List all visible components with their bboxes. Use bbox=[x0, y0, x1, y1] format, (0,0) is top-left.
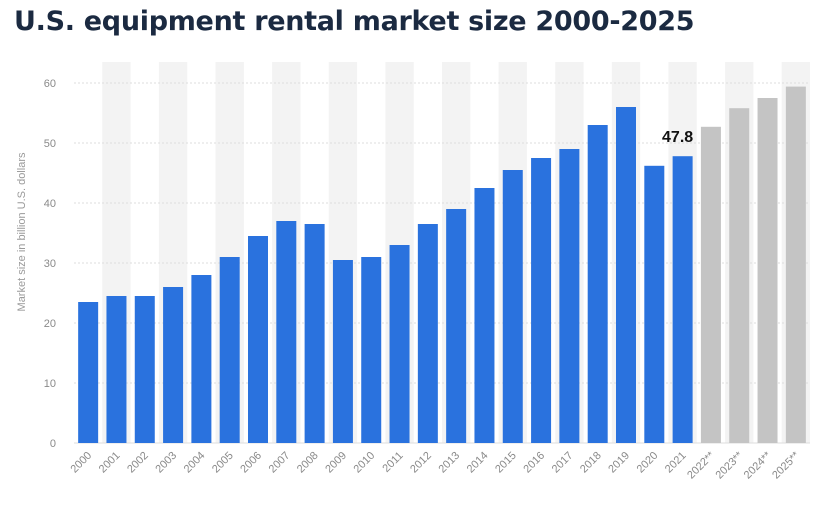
x-tick-label: 2004 bbox=[182, 450, 208, 476]
x-tick-label: 2005 bbox=[210, 450, 236, 476]
x-tick-label: 2020 bbox=[635, 450, 661, 476]
bar bbox=[644, 165, 665, 444]
bar bbox=[332, 260, 353, 443]
x-tick-label: 2010 bbox=[352, 450, 378, 476]
x-tick-label: 2015 bbox=[493, 450, 519, 476]
y-tick-label: 10 bbox=[44, 378, 56, 390]
bar bbox=[163, 287, 184, 443]
bar bbox=[361, 257, 382, 443]
bar bbox=[502, 170, 523, 443]
x-tick-label: 2016 bbox=[521, 450, 547, 476]
x-tick-label: 2002 bbox=[125, 450, 151, 476]
bar bbox=[474, 188, 495, 443]
y-tick-label: 0 bbox=[50, 438, 56, 450]
chart-title: U.S. equipment rental market size 2000-2… bbox=[14, 6, 695, 37]
x-tick-label: 2022** bbox=[685, 449, 717, 481]
bar bbox=[248, 236, 268, 443]
x-tick-label: 2011 bbox=[380, 450, 405, 475]
bar bbox=[700, 126, 721, 444]
bar bbox=[531, 158, 552, 443]
bar bbox=[785, 86, 806, 443]
data-labels: 47.8 bbox=[662, 129, 693, 146]
y-tick-label: 30 bbox=[44, 258, 56, 270]
y-tick-label: 50 bbox=[44, 138, 56, 150]
x-tick-label: 2006 bbox=[238, 450, 264, 476]
bar bbox=[757, 98, 778, 443]
x-tick-label: 2007 bbox=[267, 450, 293, 476]
x-axis-ticks: 2000 2001 2002 2003 2004 2005 2006 2007 2008 2009… bbox=[68, 449, 802, 481]
bar bbox=[389, 245, 410, 443]
bars bbox=[78, 86, 806, 444]
y-tick-label: 60 bbox=[44, 78, 56, 90]
bar bbox=[191, 275, 212, 443]
x-tick-label: 2018 bbox=[578, 450, 604, 476]
x-tick-label: 2009 bbox=[323, 450, 349, 476]
bar bbox=[276, 221, 297, 443]
bar bbox=[672, 156, 693, 443]
bar bbox=[417, 224, 438, 443]
bar bbox=[587, 125, 608, 443]
bar bbox=[219, 257, 240, 443]
y-axis-ticks: 0 10 20 30 40 50 60 bbox=[44, 78, 56, 450]
data-label: 47.8 bbox=[662, 129, 693, 146]
bar bbox=[134, 296, 155, 443]
bar bbox=[78, 302, 99, 443]
y-tick-label: 40 bbox=[44, 198, 56, 210]
y-tick-label: 20 bbox=[44, 318, 56, 330]
bar bbox=[559, 149, 580, 443]
bar bbox=[106, 296, 127, 443]
x-tick-label: 2025** bbox=[770, 449, 802, 481]
x-tick-label: 2019 bbox=[606, 450, 632, 476]
x-tick-label: 2023** bbox=[713, 449, 745, 481]
bar bbox=[616, 107, 636, 443]
x-tick-label: 2024** bbox=[742, 449, 774, 481]
x-tick-label: 2001 bbox=[97, 450, 123, 476]
x-tick-label: 2013 bbox=[436, 450, 462, 476]
bar bbox=[304, 224, 325, 443]
bar bbox=[446, 209, 467, 443]
x-tick-label: 2008 bbox=[295, 450, 321, 476]
x-tick-label: 2017 bbox=[550, 450, 576, 476]
bar bbox=[729, 108, 750, 443]
x-tick-label: 2012 bbox=[408, 450, 434, 476]
x-tick-label: 2014 bbox=[465, 450, 491, 476]
x-tick-label: 2021 bbox=[663, 450, 689, 476]
x-tick-label: 2003 bbox=[153, 450, 179, 476]
y-axis-label: Market size in billion U.S. dollars bbox=[16, 152, 28, 311]
x-tick-label: 2000 bbox=[68, 450, 94, 476]
